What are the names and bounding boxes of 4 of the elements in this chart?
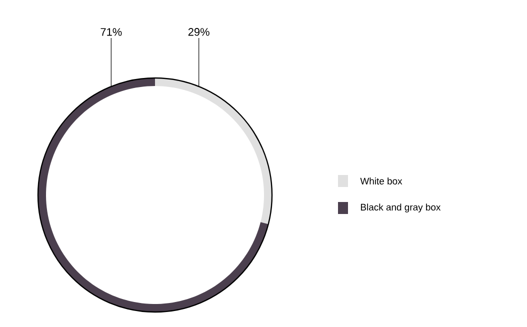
data-label: 29% bbox=[188, 28, 210, 36]
legend-label: Black and gray box bbox=[360, 204, 441, 212]
data-label: 71% bbox=[100, 28, 122, 36]
legend-label: White box bbox=[360, 178, 402, 184]
